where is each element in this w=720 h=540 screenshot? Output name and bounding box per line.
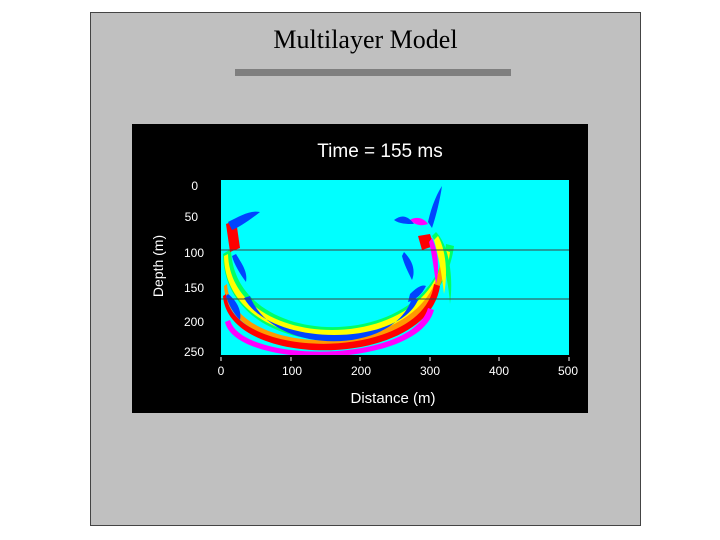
y-tick-250: 250 xyxy=(184,345,204,359)
right-lower-blue xyxy=(408,285,426,302)
left-lobe-blue xyxy=(232,254,247,282)
wavefront-interior xyxy=(256,278,408,325)
wavefield-figure: Time = 155 ms xyxy=(132,124,588,413)
x-tick-400: 400 xyxy=(489,364,509,378)
wavefront-red xyxy=(223,284,440,351)
x-tick-300: 300 xyxy=(420,364,440,378)
y-tick-100: 100 xyxy=(184,246,204,260)
left-wing-blue xyxy=(228,211,260,230)
x-tick-0: 0 xyxy=(218,364,225,378)
title-underline xyxy=(235,69,511,76)
left-lower-blue xyxy=(226,294,241,320)
slide-title: Multilayer Model xyxy=(273,25,458,54)
x-tick-200: 200 xyxy=(351,364,371,378)
x-tick-100: 100 xyxy=(282,364,302,378)
wavefield-svg: Time = 155 ms xyxy=(150,141,578,407)
figure-caption: Time = 155 ms xyxy=(317,141,442,162)
y-tick-50: 50 xyxy=(185,210,199,224)
y-tick-150: 150 xyxy=(184,281,204,295)
right-lobe-blue xyxy=(402,252,414,280)
right-small-blue xyxy=(394,216,414,224)
right-spot-magenta xyxy=(410,217,428,226)
wavefront-blue xyxy=(244,296,418,342)
right-wing-blue xyxy=(428,186,442,228)
y-tick-200: 200 xyxy=(184,315,204,329)
x-tick-500: 500 xyxy=(558,364,578,378)
x-axis-label: Distance (m) xyxy=(350,390,435,407)
axis-ticks xyxy=(220,357,570,361)
y-tick-0: 0 xyxy=(191,179,198,193)
wavefield xyxy=(223,186,454,355)
wavefront-magenta xyxy=(225,308,434,355)
y-axis-label: Depth (m) xyxy=(150,235,166,297)
